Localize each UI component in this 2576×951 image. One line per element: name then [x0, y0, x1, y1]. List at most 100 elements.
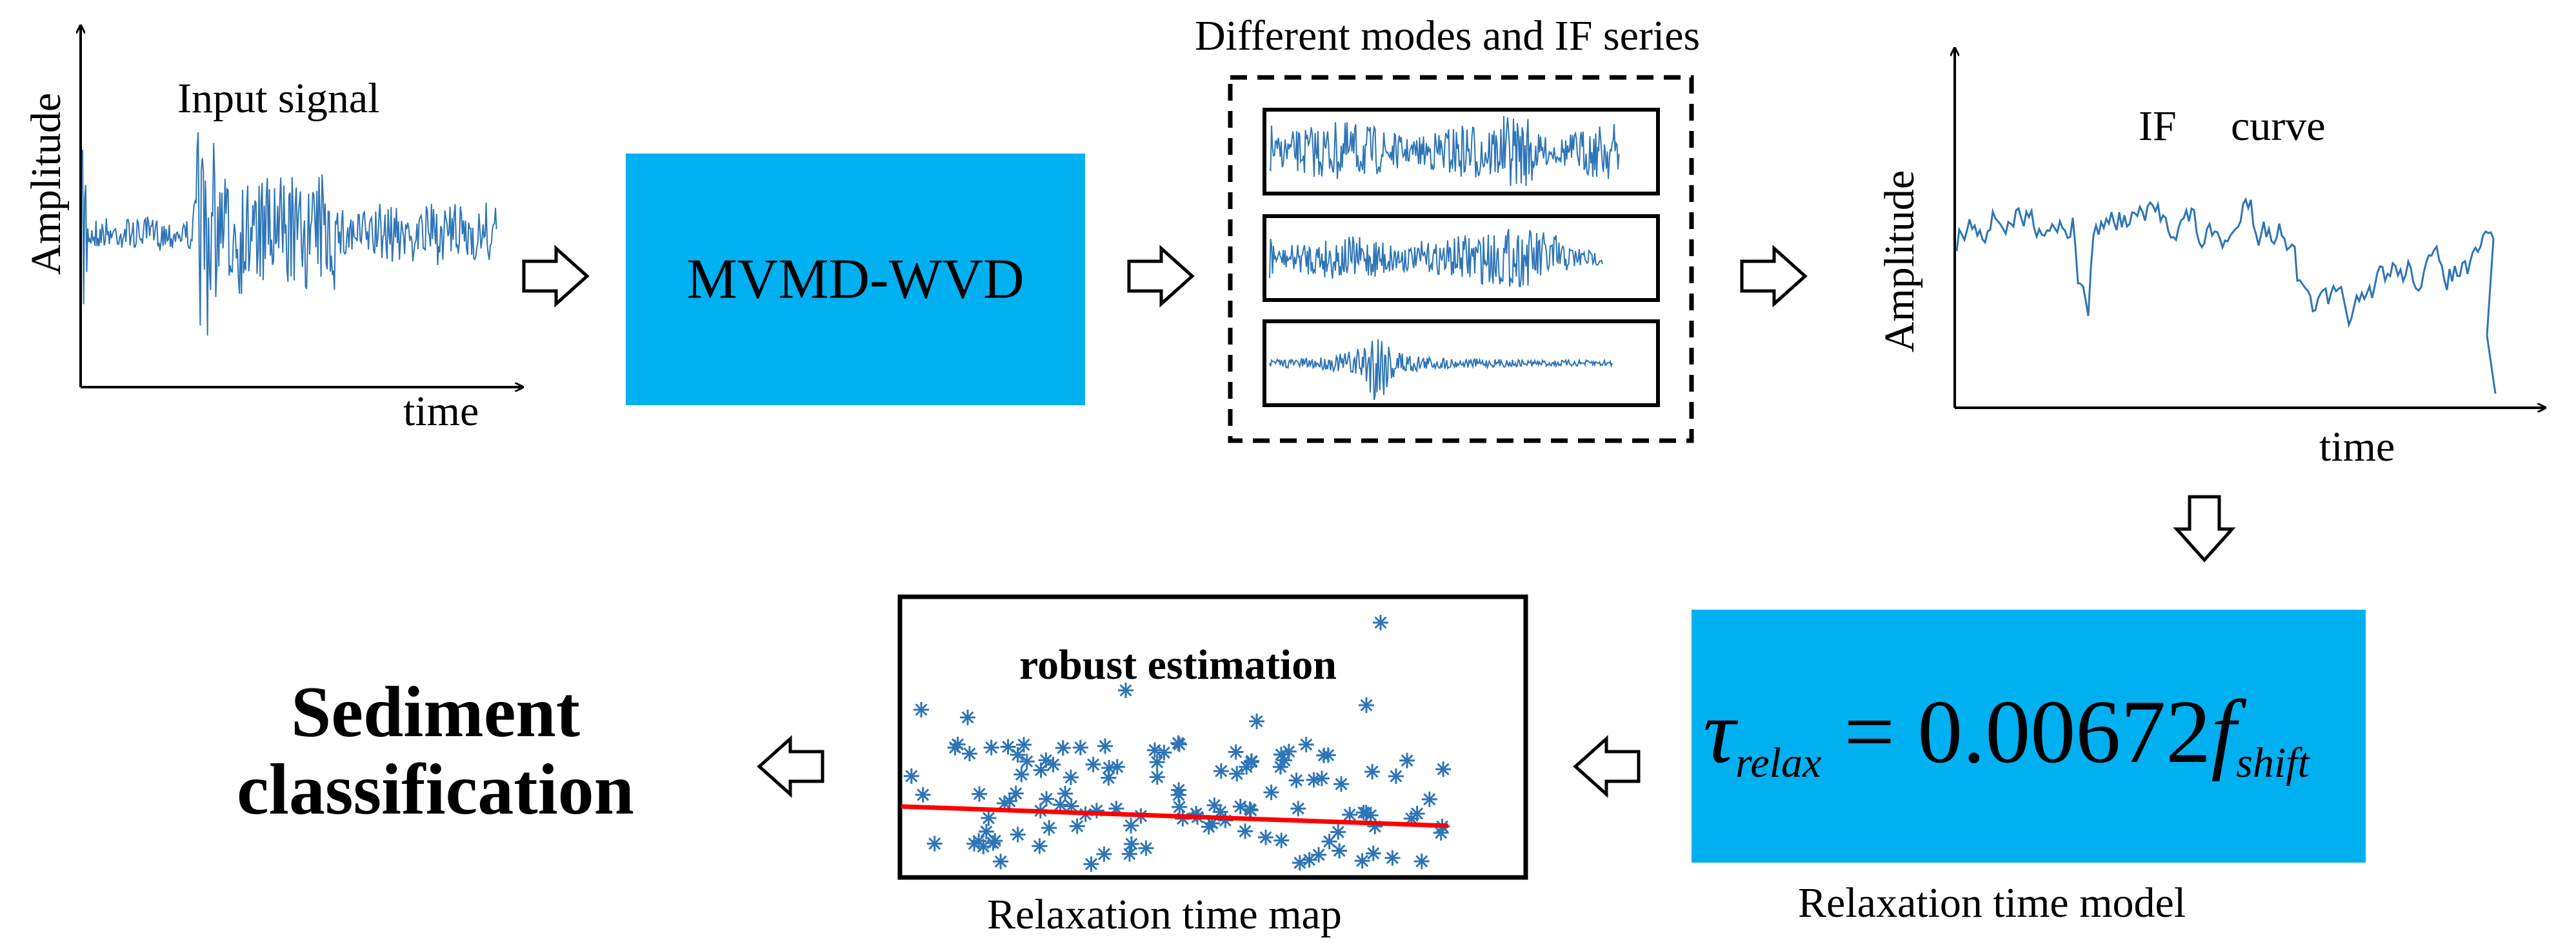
sediment-classification-line2: classification	[237, 750, 634, 830]
scatter-star	[1172, 799, 1188, 815]
coefficient-value: 0.00672	[1917, 682, 2212, 782]
scatter-star	[1320, 747, 1336, 763]
if-title-if: IF	[2139, 103, 2177, 150]
scatter-star	[1170, 735, 1186, 751]
if-title-curve: curve	[2231, 103, 2326, 150]
scatter-star	[1281, 743, 1297, 759]
input-signal-panel	[81, 26, 523, 387]
scatter-star	[993, 854, 1009, 870]
scatter-star	[1217, 812, 1233, 828]
scatter-star	[1010, 746, 1026, 763]
mvmd-wvd-label: MVMD-WVD	[686, 248, 1024, 311]
input-signal-waveform	[82, 132, 497, 336]
scatter-star	[1063, 769, 1079, 785]
scatter-star	[1101, 770, 1117, 786]
scatter-points	[903, 615, 1452, 872]
scatter-star	[1273, 832, 1290, 848]
arrow-left-icon	[757, 735, 824, 798]
scatter-star	[1123, 817, 1139, 834]
if-curve-line	[1955, 197, 2497, 394]
scatter-star	[1359, 697, 1374, 713]
scatter-star	[1244, 753, 1260, 769]
arrow-right-icon	[1127, 245, 1195, 308]
arrow-right-icon	[1740, 245, 1808, 308]
scatter-star	[1149, 769, 1165, 785]
scatter-star	[1384, 850, 1401, 866]
scatter-star	[1171, 782, 1187, 798]
scatter-star	[1290, 801, 1306, 817]
input-amplitude-label: Amplitude	[23, 92, 70, 275]
scatter-star	[1413, 854, 1430, 869]
scatter-star	[1001, 793, 1017, 809]
scatter-star	[1332, 843, 1348, 859]
tau-subscript: relax	[1735, 739, 1822, 787]
scatter-star	[1069, 818, 1085, 834]
scatter-star	[1229, 766, 1245, 782]
if-amplitude-label: Amplitude	[1876, 170, 1923, 353]
scatter-star	[1333, 776, 1349, 792]
scatter-star	[1358, 805, 1374, 821]
scatter-star	[1330, 824, 1346, 840]
scatter-star	[947, 739, 963, 756]
sediment-classification-line1: Sediment	[291, 672, 580, 752]
scatter-star	[1045, 757, 1061, 773]
modes-panel	[1228, 75, 1694, 443]
scatter-star	[981, 810, 997, 826]
scatter-star	[1388, 768, 1404, 785]
scatter-star	[1008, 785, 1024, 801]
scatter-star	[1373, 615, 1388, 630]
arrow-right-icon	[522, 245, 590, 308]
scatter-star	[1085, 756, 1101, 772]
scatter-star	[1365, 845, 1381, 861]
scatter-star	[1016, 737, 1032, 753]
scatter-star	[972, 786, 988, 802]
relaxation-map-caption: Relaxation time map	[987, 891, 1342, 938]
scatter-star	[1055, 740, 1071, 756]
scatter-star	[1019, 754, 1035, 770]
scatter-star	[1364, 764, 1381, 780]
scatter-star	[1435, 761, 1452, 777]
relaxation-equation: τrelax = 0.00672fshift	[1703, 687, 2310, 785]
f-subscript: shift	[2236, 739, 2310, 787]
scatter-star	[1292, 855, 1308, 871]
scatter-star	[1342, 806, 1358, 823]
scatter-star	[1421, 791, 1437, 807]
relaxation-map-panel	[897, 594, 1528, 880]
scatter-star	[1228, 744, 1244, 760]
robust-fit-line	[901, 804, 1449, 828]
scatter-star	[961, 746, 977, 762]
input-signal-title: Input signal	[177, 75, 380, 122]
scatter-star	[1072, 739, 1088, 756]
scatter-star	[1399, 752, 1415, 768]
if-curve-panel	[1955, 48, 2545, 408]
input-time-label: time	[403, 388, 479, 435]
scatter-star	[1249, 714, 1264, 729]
scatter-star	[1156, 745, 1172, 761]
scatter-star	[1057, 786, 1073, 801]
scatter-star	[1013, 766, 1030, 783]
scatter-star	[1083, 856, 1099, 872]
scatter-star	[1138, 840, 1154, 856]
scatter-star	[1118, 683, 1133, 698]
scatter-star	[1109, 759, 1125, 775]
scatter-star	[1311, 846, 1327, 863]
scatter-star	[1123, 836, 1139, 852]
scatter-star	[1237, 823, 1253, 839]
scatter-star	[1149, 754, 1165, 770]
scatter-star	[1039, 791, 1055, 807]
scatter-star	[1032, 838, 1048, 854]
if-time-label: time	[2319, 423, 2395, 470]
scatter-star	[1288, 772, 1304, 788]
scatter-star	[926, 836, 943, 852]
modes-dashed-frame	[1228, 75, 1694, 443]
scatter-star	[1041, 820, 1057, 836]
scatter-star	[1263, 785, 1279, 801]
scatter-star	[1000, 739, 1016, 755]
robust-estimation-title: robust estimation	[1019, 641, 1337, 688]
scatter-star	[960, 710, 975, 725]
tau-symbol: τ	[1703, 682, 1736, 782]
scatter-star	[1121, 846, 1137, 862]
relaxation-model-box	[1692, 610, 2366, 863]
scatter-star	[903, 768, 919, 784]
